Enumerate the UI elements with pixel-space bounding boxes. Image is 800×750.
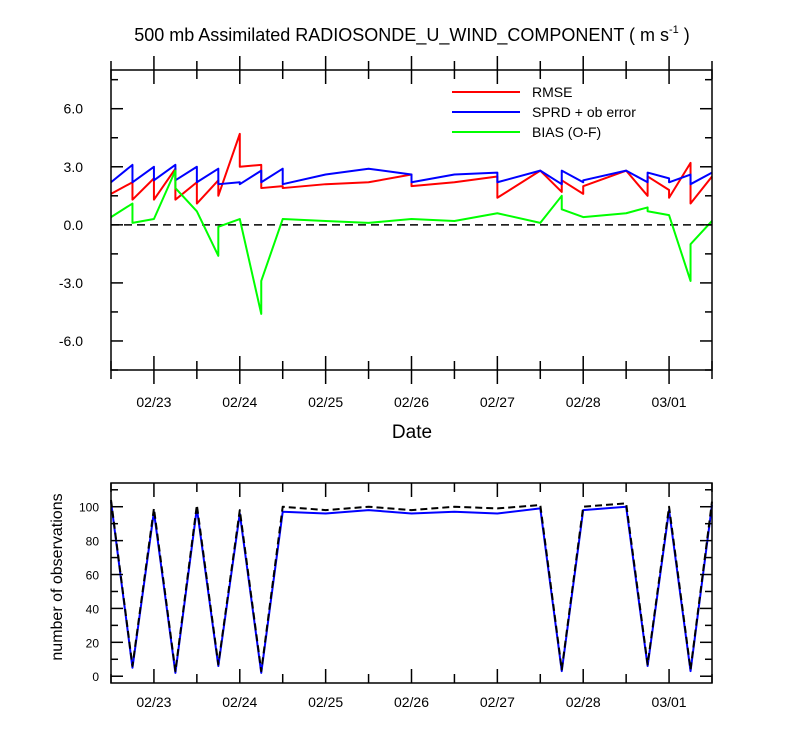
y-tick-label: 3.0 [64,159,84,175]
x-tick-label: 02/24 [222,394,257,410]
y-axis-title-bottom: number of observations [49,493,66,660]
y-tick-label: -3.0 [59,275,83,291]
series-line-assimilated [110,501,713,674]
chart-title: 500 mb Assimilated RADIOSONDE_U_WIND_COM… [134,24,690,46]
x-tick-label: 02/25 [308,694,343,710]
top-series-group [110,132,713,315]
y-tick-label: -6.0 [59,333,83,349]
y-tick-label: 80 [86,535,100,549]
legend-label-rmse: RMSE [532,84,572,100]
series-line-rmse [110,132,713,205]
bottom-panel: 02/23 02/24 02/25 02/26 02/27 02/28 03/01 0 20 40… [49,482,713,710]
top-ticks-group [110,56,713,384]
y-tick-label: 40 [86,602,100,616]
x-tick-label: 02/27 [480,394,515,410]
chart-title-exponent: -1 [669,24,679,36]
x-axis-title: Date [392,422,432,443]
chart-title-close: ) [679,25,690,45]
x-tick-label: 02/26 [394,694,429,710]
legend-label-bias-o-f: BIAS (O-F) [532,124,601,140]
bottom-series-group [110,499,713,674]
bottom-labels-group: 02/23 02/24 02/25 02/26 02/27 02/28 03/01 0 20 40… [79,501,687,710]
top-labels-group: 02/23 02/24 02/25 02/26 02/27 02/28 03/01 6.0 3.… [59,101,687,410]
legend-label-sprd-ob-error: SPRD + ob error [532,104,636,120]
x-tick-label: 02/26 [394,394,429,410]
y-tick-label: 100 [79,501,99,515]
x-tick-label: 02/28 [566,694,601,710]
x-tick-label: 03/01 [652,694,687,710]
chart-title-main: 500 mb Assimilated RADIOSONDE_U_WIND_COM… [134,25,669,46]
x-tick-label: 02/24 [222,694,257,710]
series-line-sprd-ob-error [110,163,713,186]
x-tick-label: 02/28 [566,394,601,410]
series-line-bias-o-f [110,169,713,315]
x-tick-label: 02/23 [136,694,171,710]
y-tick-label: 0 [92,670,99,684]
y-tick-label: 20 [86,636,100,650]
series-line-total [110,499,713,673]
x-tick-label: 03/01 [652,394,687,410]
x-tick-label: 02/27 [480,694,515,710]
y-tick-label: 0.0 [64,217,84,233]
y-tick-label: 6.0 [64,101,84,117]
top-panel: 02/23 02/24 02/25 02/26 02/27 02/28 03/01 6.0 3.… [59,56,713,443]
bottom-ticks-group [110,483,713,683]
x-tick-label: 02/23 [136,394,171,410]
top-legend: RMSE SPRD + ob error BIAS (O-F) [452,84,636,140]
y-tick-label: 60 [86,569,100,583]
x-tick-label: 02/25 [308,394,343,410]
